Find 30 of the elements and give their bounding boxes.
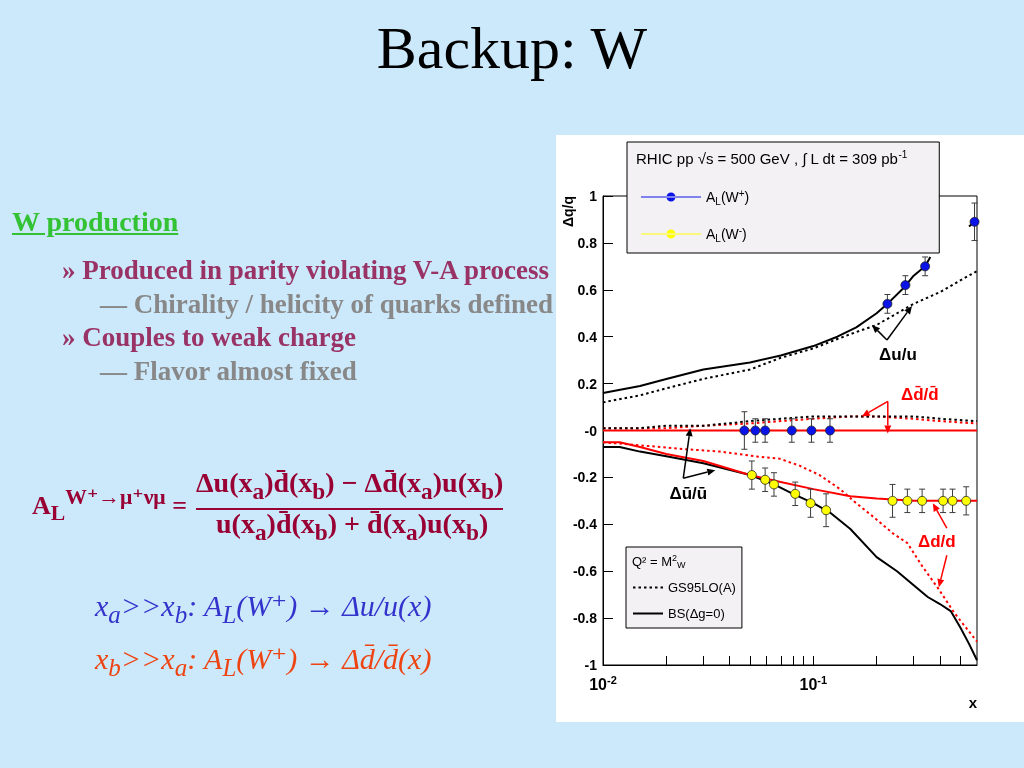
y-tick-label: -1 [584,657,598,673]
annotation: Δd̄/d̄ [900,385,939,405]
y-tick-label: -0.6 [572,563,598,580]
y-tick-label: 0.8 [577,234,598,251]
x-axis-title: x [968,694,978,711]
text: » Produced in parity violating V-A process [62,255,550,285]
text: u(x$_{a}$)d̄(x$_{b}$) + d̄(x$_{a}$)u(x$_{b}$) [216,508,489,545]
legend-label: BS(Δg=0) [668,606,725,621]
y-tick-label: -0.4 [572,516,598,533]
text: x$_{b}$>>x$_{a}$: A$_{L}$(W⁺) → Δd̄/d̄(x) [95,642,432,681]
y-tick-label: 1 [589,188,598,204]
y-tick-label: -0.8 [572,610,598,627]
y-tick-label: -0.2 [572,469,598,486]
text: A$_{L}$$^{W⁺→μ⁺νμ}$ = [32,485,187,525]
y-tick-label: 0.2 [577,375,598,392]
legend-label: GS95LO(A) [668,580,736,595]
chart-title: Backup: W [375,15,649,81]
annotation: Δū/ū [669,484,708,504]
text: — Chirality / helicity of quarks defined [100,289,554,319]
y-tick-label: -0 [584,422,598,439]
text: — Flavor almost fixed [100,356,357,386]
annotation: Δd/d [917,532,956,552]
y-tick-label: 0.4 [577,328,598,345]
annotation: Δu/u [879,344,917,364]
text: Δu(x$_{a}$)d̄(x$_{b}$) − Δd̄(x$_{a}$)u(x$_{b}$) [196,467,504,504]
y-tick-label: 0.6 [577,281,598,298]
text: » Couples to weak charge [62,322,356,352]
text: x$_{a}$>>x$_{b}$: A$_{L}$(W⁺) → Δu/u(x) [95,589,432,628]
y-axis-title: Δq/q [560,196,576,228]
text: W production [12,206,179,237]
